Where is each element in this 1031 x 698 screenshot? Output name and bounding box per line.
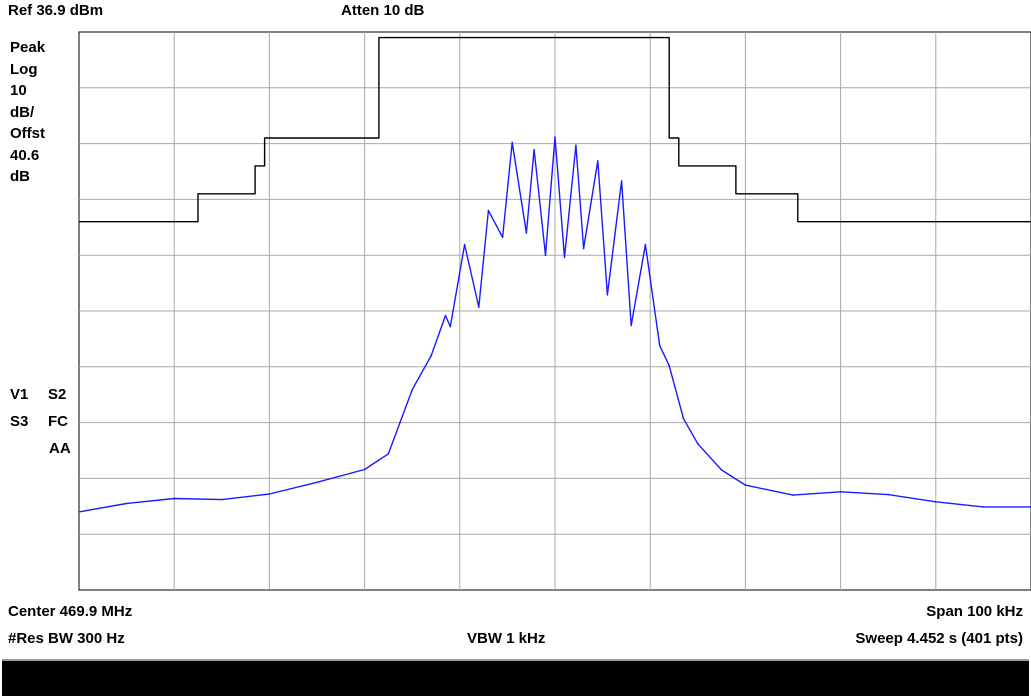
trace-point: [444, 314, 447, 317]
sweep-time: Sweep 4.452 s (401 pts): [855, 630, 1023, 647]
attenuation: Atten 10 dB: [341, 2, 425, 19]
flag-s2: S2: [48, 386, 67, 403]
trace-point: [411, 388, 414, 391]
trace-point: [644, 243, 647, 246]
trace-point: [449, 325, 452, 328]
trace-point: [387, 453, 390, 455]
trace-point: [682, 417, 685, 420]
detector-label: Peak: [10, 39, 46, 56]
mask-line: [79, 36, 1031, 223]
trace-point: [720, 469, 723, 471]
scale-type-label: Log: [10, 60, 38, 78]
reference-level: Ref 36.9 dBm: [8, 2, 104, 19]
trace-point: [511, 141, 513, 144]
trace-point: [316, 481, 318, 484]
video-bandwidth: VBW 1 kHz: [467, 630, 546, 647]
graticule: [79, 32, 1031, 590]
trace-point: [501, 236, 504, 239]
scale-labels: Peak Log 10 dB/ Offst 40.6 dB: [10, 37, 45, 188]
scale-value-label: 10: [10, 82, 27, 99]
center-frequency: Center 469.9 MHz: [8, 603, 133, 620]
flag-s3: S3: [10, 413, 29, 430]
trace-point: [173, 497, 175, 500]
flag-v1: V1: [10, 386, 29, 403]
trace-point: [478, 306, 480, 308]
trace-point: [839, 491, 842, 493]
trace-point: [487, 209, 490, 212]
trace-point: [697, 443, 699, 445]
message-bar: [2, 659, 1029, 696]
flag-fc: FC: [48, 413, 68, 430]
offset-unit: dB: [10, 168, 30, 185]
trace-point: [982, 506, 985, 508]
trace-point: [582, 247, 585, 250]
trace-point: [268, 493, 271, 495]
trace-point: [463, 243, 466, 246]
scale-unit-label: dB/: [10, 103, 35, 121]
limit-mask: [79, 36, 1031, 223]
trace-point: [544, 254, 547, 256]
trace-point: [597, 160, 599, 162]
trace-point: [658, 344, 661, 347]
trace-points: [78, 136, 1031, 513]
resolution-bandwidth: #Res BW 300 Hz: [8, 630, 125, 647]
span: Span 100 kHz: [926, 603, 1023, 620]
trace-point: [563, 256, 566, 259]
trace-point: [887, 493, 889, 496]
trace-point: [620, 180, 623, 182]
trace-point: [221, 498, 223, 501]
offset-value: 40.6: [10, 146, 40, 164]
trace-point: [525, 232, 528, 234]
trace-point: [78, 511, 80, 513]
trace-point: [363, 468, 366, 471]
trace-point: [744, 484, 747, 486]
trace-point: [575, 144, 577, 147]
trace-point: [792, 494, 794, 496]
trace-point: [430, 354, 433, 357]
trace-point: [630, 324, 632, 327]
trace-point: [554, 136, 556, 138]
trace-point: [935, 501, 937, 503]
trace-point: [668, 364, 670, 367]
trace-point: [125, 502, 128, 505]
trace-point: [606, 294, 609, 296]
flag-aa: AA: [49, 440, 71, 457]
trace-point: [533, 148, 535, 151]
offset-label: Offst: [10, 125, 45, 142]
